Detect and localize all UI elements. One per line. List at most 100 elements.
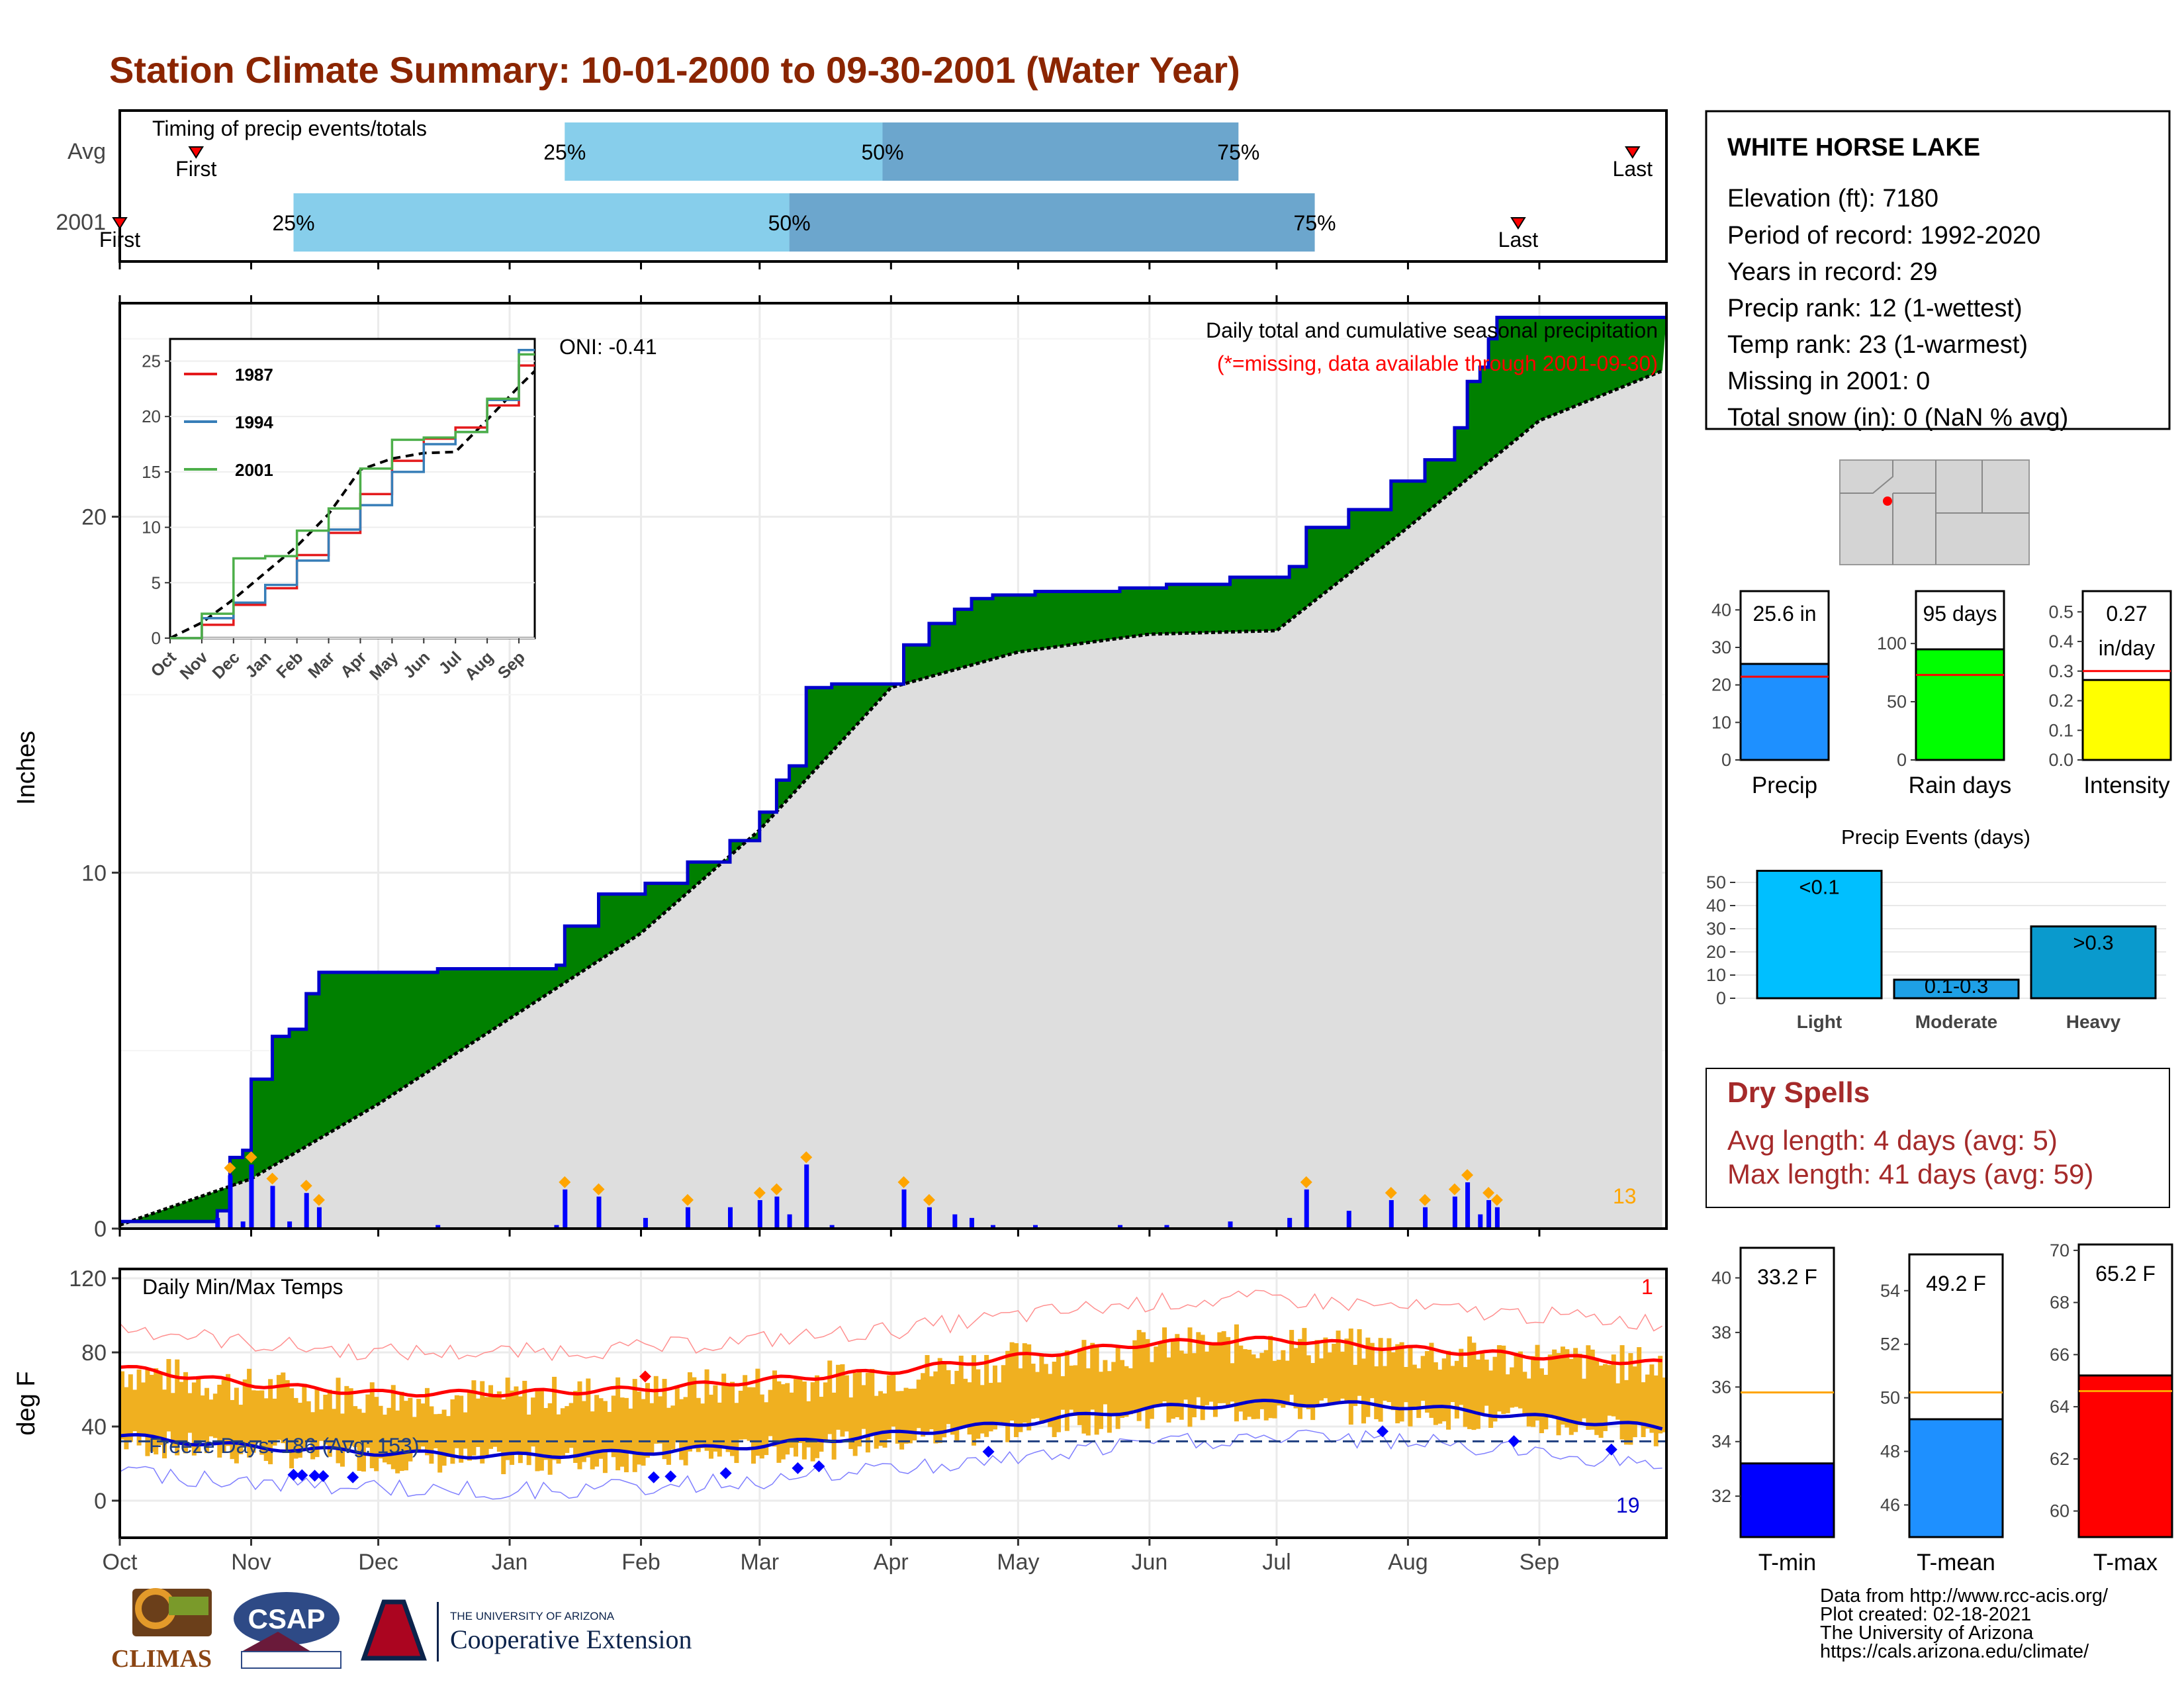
daily-temp-bar <box>1221 1331 1226 1403</box>
timing-p25-label: 25% <box>272 211 314 235</box>
mini-bar-value <box>1739 663 1830 761</box>
events-bar-label: Light <box>1797 1011 1842 1032</box>
daily-temp-bar <box>1149 1362 1154 1419</box>
daily-temp-bar <box>1187 1327 1193 1427</box>
temp-bar-ytick-label: 64 <box>2050 1397 2070 1417</box>
station-line-years: Years in record: 29 <box>1727 258 1938 286</box>
daily-temp-bar <box>1212 1342 1218 1417</box>
daily-temp-bar <box>1637 1347 1642 1424</box>
daily-temp-bar <box>408 1397 413 1462</box>
daily-temp-bar <box>1480 1353 1485 1414</box>
daily-temp-bar <box>1107 1371 1112 1433</box>
daily-temp-bar <box>268 1379 273 1464</box>
daily-temp-bar <box>1336 1331 1341 1403</box>
daily-precip-bar <box>804 1164 809 1229</box>
daily-temp-bar <box>1505 1374 1510 1413</box>
daily-temp-bar <box>416 1399 422 1452</box>
daily-temp-bar <box>1099 1372 1104 1429</box>
daily-temp-bar <box>569 1403 574 1448</box>
record-low-marker <box>347 1471 359 1483</box>
daily-temp-bar <box>984 1354 989 1437</box>
temp-bar-ytick-label: 50 <box>1880 1388 1900 1408</box>
daily-temp-bar <box>242 1379 248 1448</box>
daily-temp-bar <box>1522 1372 1527 1414</box>
daily-temp-bar <box>1658 1356 1663 1434</box>
daily-temp-bar <box>234 1387 239 1464</box>
temp-bar-value-label: 65.2 F <box>2095 1262 2156 1286</box>
daily-temp-bar <box>175 1359 180 1456</box>
daily-precip-bar <box>435 1225 441 1229</box>
daily-temp-bar <box>708 1394 713 1459</box>
daily-temp-bar <box>230 1399 235 1460</box>
daily-temp-bar <box>1124 1366 1129 1417</box>
temp-bar-ytick-label: 48 <box>1880 1442 1900 1462</box>
daily-temp-bar <box>586 1378 591 1458</box>
daily-temp-bar <box>1353 1364 1358 1407</box>
daily-temp-bar <box>382 1415 387 1463</box>
daily-temp-bar <box>738 1390 743 1440</box>
daily-temp-bar <box>907 1388 913 1444</box>
daily-temp-bar <box>823 1382 828 1441</box>
daily-temp-bar <box>1539 1368 1544 1434</box>
daily-temp-bar <box>1154 1346 1159 1406</box>
daily-precip-bar <box>1465 1182 1471 1229</box>
temp-bar-ytick-label: 34 <box>1711 1432 1731 1452</box>
daily-temp-bar <box>1073 1365 1078 1416</box>
daily-temp-bar <box>882 1393 887 1448</box>
precip-events-chart: Precip Events (days) 0 10 20 30 40 50 <0.1 Light… <box>1706 825 2166 1032</box>
timing-rows: 25% 50% 75% First Last 25% 50% 75% First Last <box>99 122 1653 269</box>
heavy-event-marker <box>800 1151 813 1164</box>
daily-temp-bar <box>1060 1376 1066 1410</box>
daily-temp-bar <box>488 1385 494 1449</box>
station-name: WHITE HORSE LAKE <box>1727 134 1980 162</box>
daily-precip-bar <box>1032 1225 1038 1229</box>
daily-temp-bar <box>1175 1334 1180 1417</box>
daily-temp-bar <box>399 1391 404 1472</box>
daily-temp-bar <box>1013 1343 1019 1438</box>
daily-temp-bar <box>369 1382 375 1468</box>
mini-bar-label: Precip <box>1752 773 1817 798</box>
daily-temp-bar <box>827 1360 833 1434</box>
footer-line-univ: The University of Arizona <box>1820 1622 2034 1644</box>
heavy-event-marker <box>770 1183 783 1196</box>
temp-ylabel: deg F <box>13 1371 40 1435</box>
timing-title: Timing of precip events/totals <box>152 117 427 140</box>
daily-temp-bar <box>1420 1356 1426 1401</box>
daily-temp-bar <box>340 1413 345 1467</box>
temperature-summary-bars: 33.2 F 32 34 36 38 40 T-min 49.2 F 46 48 50 52 54 T-m… <box>1711 1241 2173 1575</box>
daily-temp-bar <box>666 1407 671 1465</box>
daily-temp-bar <box>226 1374 231 1446</box>
temp-bar-ytick-label: 40 <box>1711 1268 1731 1288</box>
daily-temp-bar <box>1632 1366 1637 1438</box>
page-title: Station Climate Summary: 10-01-2000 to 0… <box>109 49 1240 91</box>
mini-bar-ytick-label: 100 <box>1877 633 1907 653</box>
climas-wordmark: CLIMAS <box>111 1645 212 1673</box>
temp-frame <box>118 1268 1668 1539</box>
daily-temp-bar <box>1496 1345 1502 1412</box>
daily-temp-bar <box>1327 1352 1332 1405</box>
daily-temp-bar <box>1357 1329 1362 1396</box>
daily-temp-bar <box>1348 1328 1353 1425</box>
daily-temp-bar <box>1230 1363 1235 1402</box>
daily-temp-bar <box>963 1378 968 1427</box>
daily-temp-bar <box>196 1379 201 1453</box>
avg-min-line <box>119 1399 1663 1460</box>
daily-temp-bar <box>560 1408 565 1456</box>
timing-p50-label: 50% <box>768 211 811 235</box>
daily-temp-bar <box>1619 1345 1625 1440</box>
mini-bar-value-label: 0.27 <box>2106 602 2147 626</box>
daily-temp-bar <box>870 1368 875 1436</box>
daily-temp-bar <box>878 1391 884 1446</box>
month-label: Jul <box>1262 1550 1291 1575</box>
temp-panel: 0 40 80 120 Daily Min/Max Temps Freeze Days… <box>13 1266 1668 1575</box>
temp-ytick-label: 80 <box>81 1340 107 1366</box>
inset-ytick-label: 10 <box>142 518 161 538</box>
mini-bar-ytick-label: 0.3 <box>2048 661 2073 681</box>
daily-temp-bar <box>1653 1375 1659 1446</box>
timing-p50-label: 50% <box>861 140 903 164</box>
daily-temp-bar <box>1009 1342 1015 1421</box>
dry-spells-frame <box>1706 1068 2170 1208</box>
daily-temp-bar <box>1170 1339 1175 1419</box>
mini-bar-ytick-label: 10 <box>1711 712 1731 732</box>
daily-temp-bar <box>200 1395 205 1440</box>
